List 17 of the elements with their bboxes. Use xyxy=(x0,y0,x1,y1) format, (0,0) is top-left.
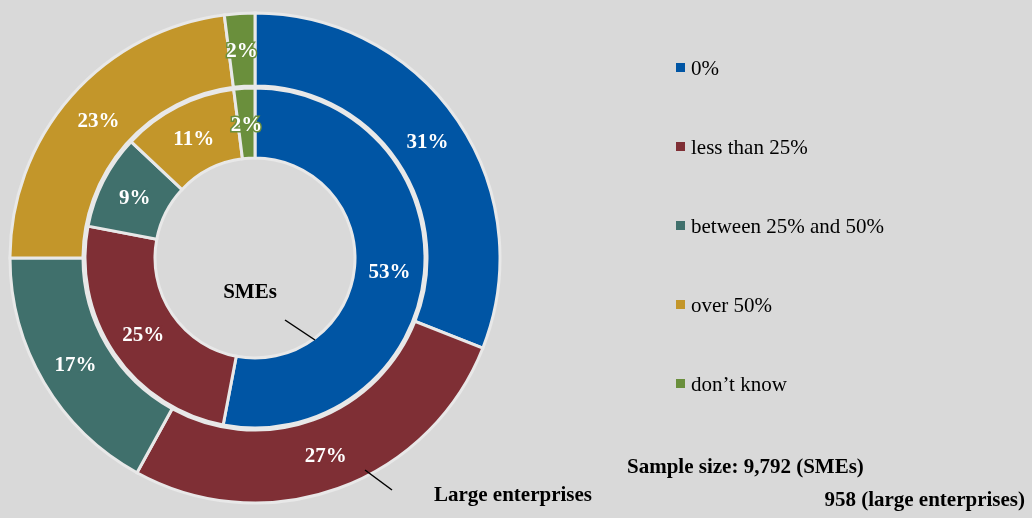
data-label: 53% xyxy=(368,259,411,284)
slice-label: SMEs xyxy=(223,279,277,303)
legend-label: between 25% and 50% xyxy=(691,214,885,239)
legend-label: less than 25% xyxy=(691,135,808,160)
data-label: 25% xyxy=(122,322,165,347)
slice-label: Large enterprises xyxy=(433,482,593,506)
text: Sample size: 9,792 (SMEs) xyxy=(627,454,864,478)
text: 958 (large enterprises) xyxy=(824,487,1025,511)
data-label: 27% xyxy=(304,442,347,467)
data-label: 23% xyxy=(77,108,120,133)
legend-label: don’t know xyxy=(691,372,788,397)
data-label: 31% xyxy=(406,129,449,154)
data-label: 17% xyxy=(54,352,97,377)
data-label: 11% xyxy=(173,126,215,151)
legend-label: 0% xyxy=(691,56,719,81)
legend-label: over 50% xyxy=(691,293,773,318)
data-label: 9% xyxy=(118,185,151,210)
